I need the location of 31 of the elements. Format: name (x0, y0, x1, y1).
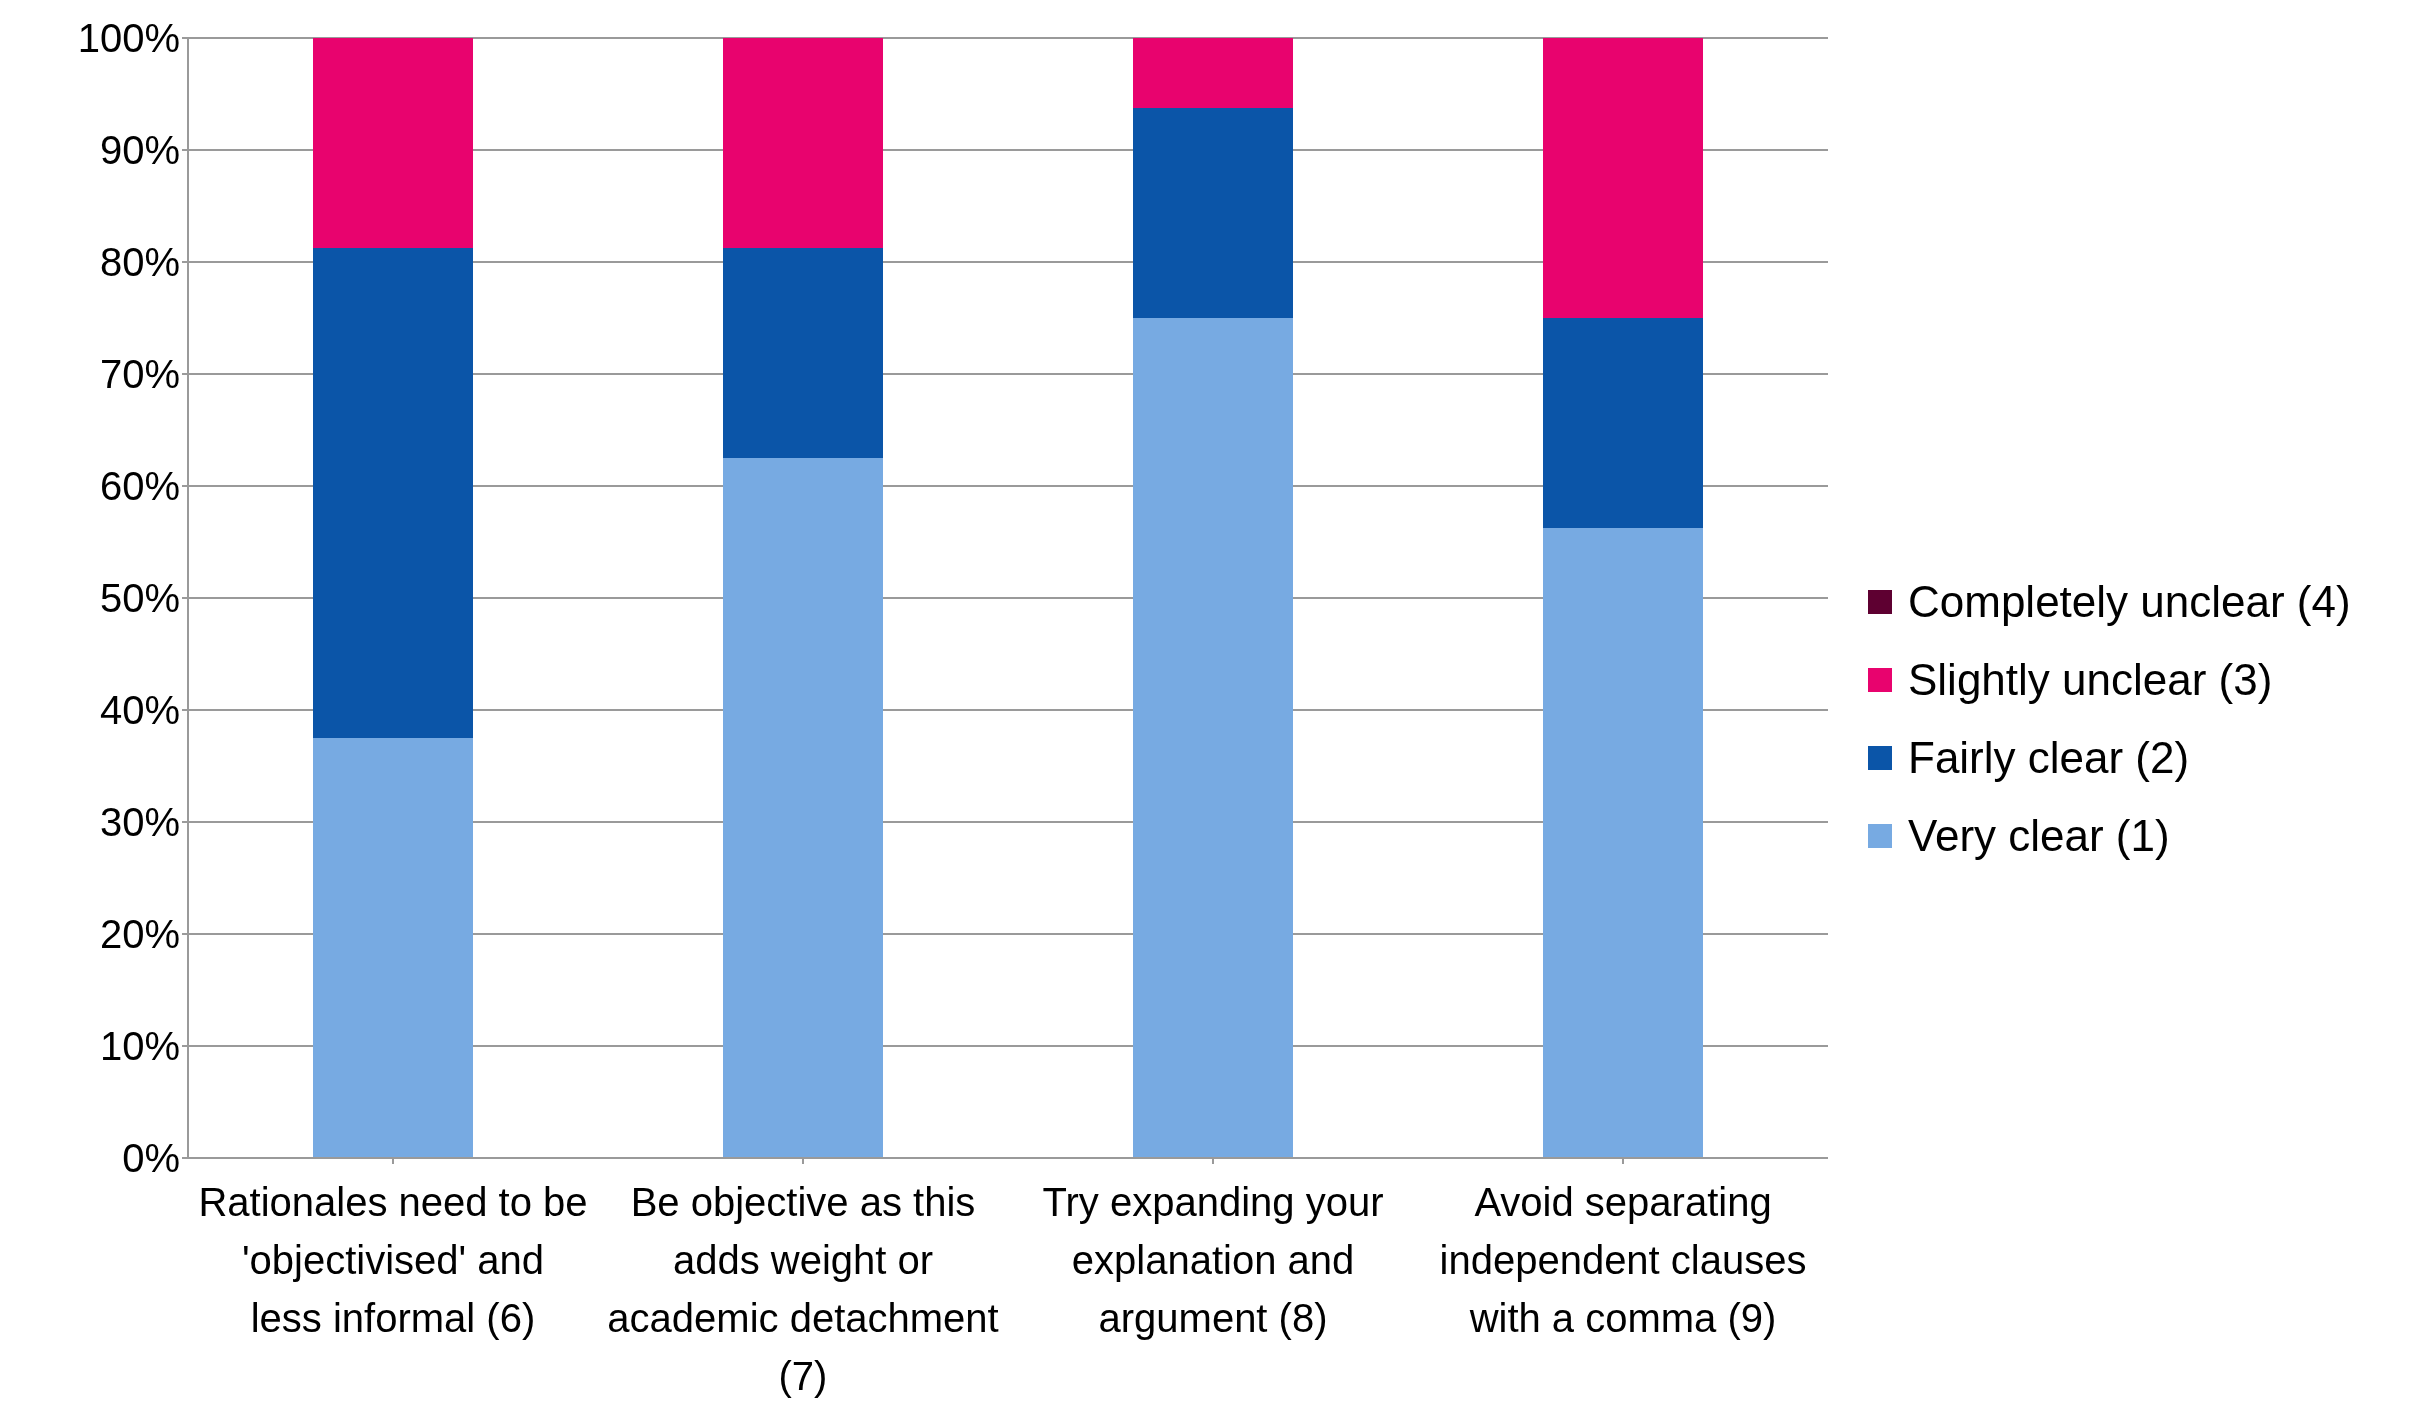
x-tick-label: Try expanding your explanation and argument (8) (1042, 1180, 1384, 1340)
y-tick-label: 20% (99, 912, 180, 957)
y-tick-label: 70% (99, 352, 180, 397)
x-tick-label: Rationales need to be 'objectivised' and less informal (6) (198, 1180, 588, 1340)
legend-label: Fairly clear (2) (1908, 733, 2190, 783)
y-tick-label: 40% (99, 688, 180, 733)
bar (723, 458, 883, 1158)
legend-label: Slightly unclear (3) (1908, 655, 2273, 705)
bar (1543, 318, 1703, 528)
bar (1133, 108, 1293, 318)
y-tick-label: 60% (99, 464, 180, 509)
y-tick-label: 10% (99, 1024, 180, 1069)
bar (313, 738, 473, 1158)
y-tick-label: 0% (122, 1136, 180, 1181)
y-tick-label: 100% (77, 16, 180, 61)
x-tick-label: Avoid separating independent clauses with a comma (9) (1439, 1180, 1807, 1340)
y-tick-label: 90% (99, 128, 180, 173)
legend-label: Completely unclear (4) (1908, 577, 2351, 627)
y-tick-label: 30% (99, 800, 180, 845)
bar (723, 38, 883, 248)
bar (1133, 38, 1293, 108)
bar (1543, 528, 1703, 1158)
bar (1543, 38, 1703, 318)
bar (313, 248, 473, 738)
bar (1133, 318, 1293, 1158)
y-tick-label: 80% (99, 240, 180, 285)
bar (313, 38, 473, 248)
bar (723, 248, 883, 458)
y-tick-label: 50% (99, 576, 180, 621)
x-tick-label: Be objective as this adds weight or academic detachment (7) (607, 1180, 999, 1398)
legend-label: Very clear (1) (1908, 811, 2170, 861)
